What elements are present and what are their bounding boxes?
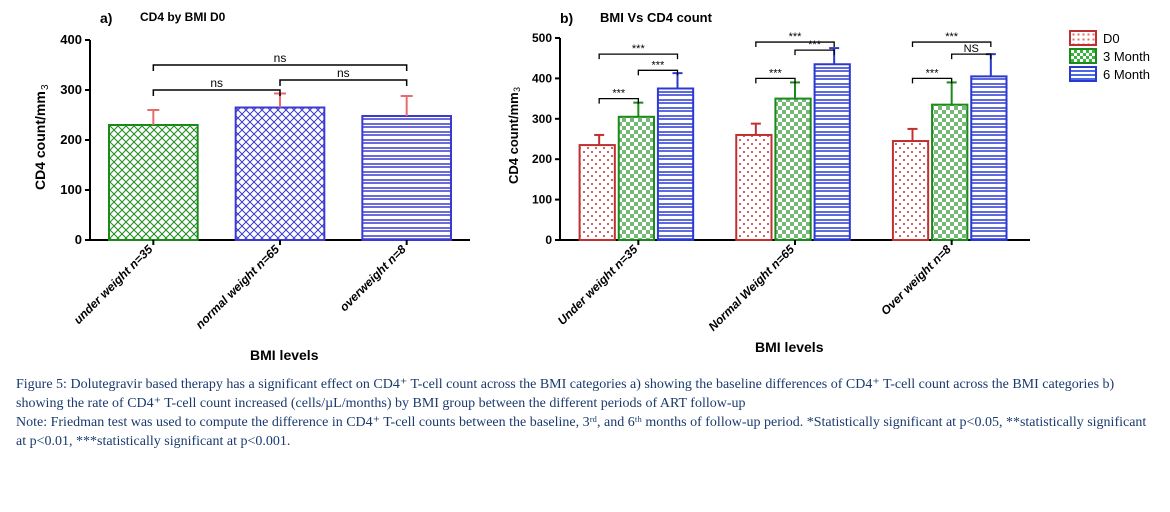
panel-b-label: b) bbox=[560, 10, 573, 26]
svg-text:500: 500 bbox=[532, 31, 552, 45]
panel-b-svg: 0 100 200 300 400 500 CD4 count/mm3 Under weigh… bbox=[490, 10, 1050, 370]
caption-note-label: Note: bbox=[16, 415, 47, 430]
svg-text:0: 0 bbox=[545, 233, 552, 247]
legend-label: 3 Month bbox=[1103, 49, 1150, 64]
svg-text:400: 400 bbox=[60, 32, 82, 47]
caption-main: Dolutegravir based therapy has a signifi… bbox=[16, 377, 1114, 411]
svg-text:200: 200 bbox=[532, 152, 552, 166]
svg-text:ns: ns bbox=[274, 51, 287, 65]
svg-text:100: 100 bbox=[532, 193, 552, 207]
panel-a-title: CD4 by BMI D0 bbox=[140, 10, 225, 24]
svg-text:Normal Weight n=65: Normal Weight n=65 bbox=[706, 242, 798, 334]
legend-item: D0 bbox=[1069, 30, 1150, 46]
caption-note: Friedman test was used to compute the di… bbox=[16, 415, 1146, 449]
svg-text:***: *** bbox=[612, 88, 626, 100]
panel-a-svg: 0 100 200 300 400 CD4 count/mm3 under weight n… bbox=[10, 10, 490, 370]
svg-text:overweight n=8: overweight n=8 bbox=[337, 242, 409, 314]
figure-caption: Figure 5: Dolutegravir based therapy has… bbox=[10, 376, 1160, 452]
legend-item: 3 Month bbox=[1069, 48, 1150, 64]
svg-text:3: 3 bbox=[40, 84, 51, 90]
svg-text:CD4 count/mm: CD4 count/mm bbox=[506, 92, 521, 184]
svg-text:3: 3 bbox=[512, 87, 522, 92]
figure-row: a) CD4 by BMI D0 0 100 200 300 400 CD4 count/… bbox=[10, 10, 1160, 370]
svg-text:300: 300 bbox=[60, 82, 82, 97]
svg-text:normal weight n=65: normal weight n=65 bbox=[193, 242, 283, 332]
svg-text:***: *** bbox=[926, 67, 940, 79]
panel-a: a) CD4 by BMI D0 0 100 200 300 400 CD4 count/… bbox=[10, 10, 490, 370]
svg-text:200: 200 bbox=[60, 132, 82, 147]
legend-label: 6 Month bbox=[1103, 67, 1150, 82]
legend-item: 6 Month bbox=[1069, 66, 1150, 82]
svg-text:Under weight n=35: Under weight n=35 bbox=[555, 242, 641, 328]
svg-text:NS: NS bbox=[964, 43, 979, 55]
svg-text:***: *** bbox=[945, 31, 959, 43]
caption-fig-label: Figure 5: bbox=[16, 377, 67, 392]
svg-text:ns: ns bbox=[210, 76, 223, 90]
svg-text:***: *** bbox=[651, 59, 665, 71]
svg-text:***: *** bbox=[769, 67, 783, 79]
legend-swatch bbox=[1069, 30, 1097, 46]
svg-text:0: 0 bbox=[75, 232, 82, 247]
legend-label: D0 bbox=[1103, 31, 1120, 46]
svg-text:Over weight n=8: Over weight n=8 bbox=[878, 242, 954, 318]
svg-text:300: 300 bbox=[532, 112, 552, 126]
svg-text:ns: ns bbox=[337, 66, 350, 80]
panel-a-label: a) bbox=[100, 10, 112, 26]
panel-b-title: BMI Vs CD4 count bbox=[600, 10, 712, 25]
svg-text:BMI levels: BMI levels bbox=[250, 347, 319, 363]
legend-swatch bbox=[1069, 48, 1097, 64]
svg-text:100: 100 bbox=[60, 182, 82, 197]
svg-text:***: *** bbox=[632, 43, 646, 55]
svg-text:***: *** bbox=[789, 31, 803, 43]
svg-text:400: 400 bbox=[532, 71, 552, 85]
svg-text:BMI levels: BMI levels bbox=[755, 339, 824, 355]
legend-swatch bbox=[1069, 66, 1097, 82]
svg-text:under weight n=35: under weight n=35 bbox=[71, 242, 156, 327]
legend: D0 3 Month 6 Month bbox=[1069, 30, 1150, 84]
panel-b: b) BMI Vs CD4 count 0 100 200 300 400 500 CD4 … bbox=[490, 10, 1160, 370]
svg-text:***: *** bbox=[808, 39, 822, 51]
svg-text:CD4 count/mm: CD4 count/mm bbox=[32, 91, 48, 190]
